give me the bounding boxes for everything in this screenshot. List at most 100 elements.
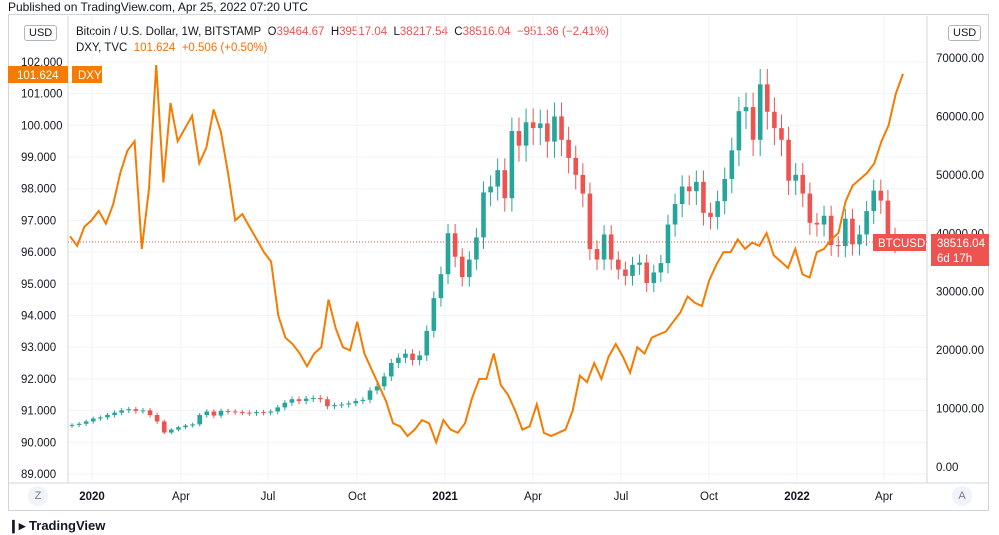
btc-high-value: 39517.04 (339, 26, 388, 38)
candle-body (183, 425, 188, 428)
btc-price-value: 38516.04 (937, 238, 986, 250)
candle-body (857, 234, 862, 245)
candle-body (616, 259, 621, 270)
btc-low-value: 38217.54 (399, 26, 448, 38)
left-tick-label: 101.000 (21, 89, 63, 101)
btc-legend: Bitcoin / U.S. Dollar, 1W, BITSTAMP O394… (76, 26, 609, 38)
candle-body (204, 411, 210, 415)
candle-body (630, 264, 635, 276)
tradingview-brand-text: TradingView (29, 518, 106, 533)
left-tick-label: 100.000 (21, 120, 63, 132)
candle-body (523, 122, 529, 146)
time-tick-label: 2022 (784, 491, 810, 503)
candle-body (282, 402, 288, 408)
candle-body (225, 410, 231, 412)
left-axis: 89.000 90.000 91.000 92.000 93.000 94.000 95.0… (21, 57, 63, 481)
left-currency-button[interactable]: USD (24, 25, 58, 41)
time-tick-label: Apr (875, 491, 893, 503)
left-tick-label: 90.000 (21, 437, 56, 449)
candle-body (665, 224, 671, 264)
candle-body (729, 150, 735, 179)
candle-body (835, 244, 841, 247)
btc-high-label: H (330, 26, 340, 38)
dxy-legend-name: DXY, TVC (76, 42, 128, 54)
candle-body (76, 423, 82, 425)
candle-body (247, 412, 252, 414)
candle-body (502, 170, 508, 199)
btc-candles (69, 68, 898, 435)
candle-body (658, 263, 664, 273)
candle-body (623, 269, 628, 276)
candle-body (686, 186, 692, 192)
candle-body (303, 398, 309, 401)
candle-body (147, 410, 153, 415)
candle-body (864, 211, 869, 235)
btc-change: −951.36 (−2.41%) (516, 26, 610, 38)
candle-body (417, 355, 422, 361)
candle-body (254, 412, 259, 414)
right-currency-button[interactable]: USD (948, 25, 982, 41)
candle-body (807, 193, 813, 223)
time-tick-label: Apr (524, 491, 542, 503)
left-tick-label: 94.000 (21, 311, 56, 323)
candle-body (169, 429, 174, 433)
left-tick-label: 98.000 (21, 184, 56, 196)
right-tick-label: 30000.00 (936, 287, 984, 299)
candle-body (850, 218, 855, 245)
candle-body (176, 427, 181, 430)
candle-body (105, 414, 110, 418)
time-tick-label: 2020 (79, 491, 105, 503)
candle-body (594, 249, 600, 260)
candle-body (211, 411, 217, 416)
btc-open-value: 39464.67 (276, 26, 325, 38)
time-tick-label: Oct (348, 491, 367, 503)
dxy-line (69, 65, 904, 446)
candle-body (119, 410, 124, 413)
btc-price-tag (931, 234, 989, 266)
candle-body (679, 186, 685, 205)
candle-body (793, 174, 798, 181)
candle-body (644, 262, 649, 283)
candle-body (828, 215, 834, 245)
candle-body (126, 409, 132, 411)
candle-body (424, 330, 430, 356)
candle-body (743, 107, 749, 112)
time-tick-label: Jul (614, 491, 629, 503)
candle-body (396, 357, 401, 363)
tradingview-logo: ❙▸ TradingView (8, 518, 105, 534)
candle-body (779, 128, 784, 140)
candle-body (786, 139, 791, 181)
right-tick-label: 10000.00 (936, 404, 984, 416)
candle-body (757, 84, 763, 140)
candle-body (310, 398, 316, 400)
right-tick-label: 50000.00 (936, 170, 984, 182)
candle-body (651, 272, 657, 283)
candle-body (764, 84, 770, 112)
candle-body (537, 123, 543, 129)
right-tick-label: 70000.00 (936, 53, 984, 65)
auto-scale-a-button[interactable]: A (952, 486, 972, 506)
candle-body (736, 111, 742, 151)
auto-scale-z-button[interactable]: Z (28, 486, 48, 506)
candle-body (190, 424, 195, 426)
candle-body (800, 174, 806, 194)
candle-body (197, 414, 203, 425)
candle-body (232, 411, 238, 413)
candle-body (516, 131, 522, 146)
left-tick-label: 89.000 (21, 469, 56, 481)
candle-body (814, 222, 820, 225)
right-tick-label: 60000.00 (936, 111, 984, 123)
candle-body (566, 139, 571, 158)
candle-body (296, 399, 302, 401)
candle-body (289, 399, 295, 403)
left-tick-label: 97.000 (21, 215, 56, 227)
time-axis[interactable]: 2020 Apr Jul Oct 2021 Apr Jul Oct 2022 Apr (79, 491, 893, 503)
published-header: Published on TradingView.com, Apr 25, 20… (8, 0, 308, 14)
candle-body (332, 405, 337, 407)
grid-lines (8, 16, 989, 484)
time-tick-label: Jul (261, 491, 276, 503)
candle-body (878, 190, 884, 201)
candle-body (318, 398, 323, 400)
btc-open-label: O (267, 26, 277, 38)
